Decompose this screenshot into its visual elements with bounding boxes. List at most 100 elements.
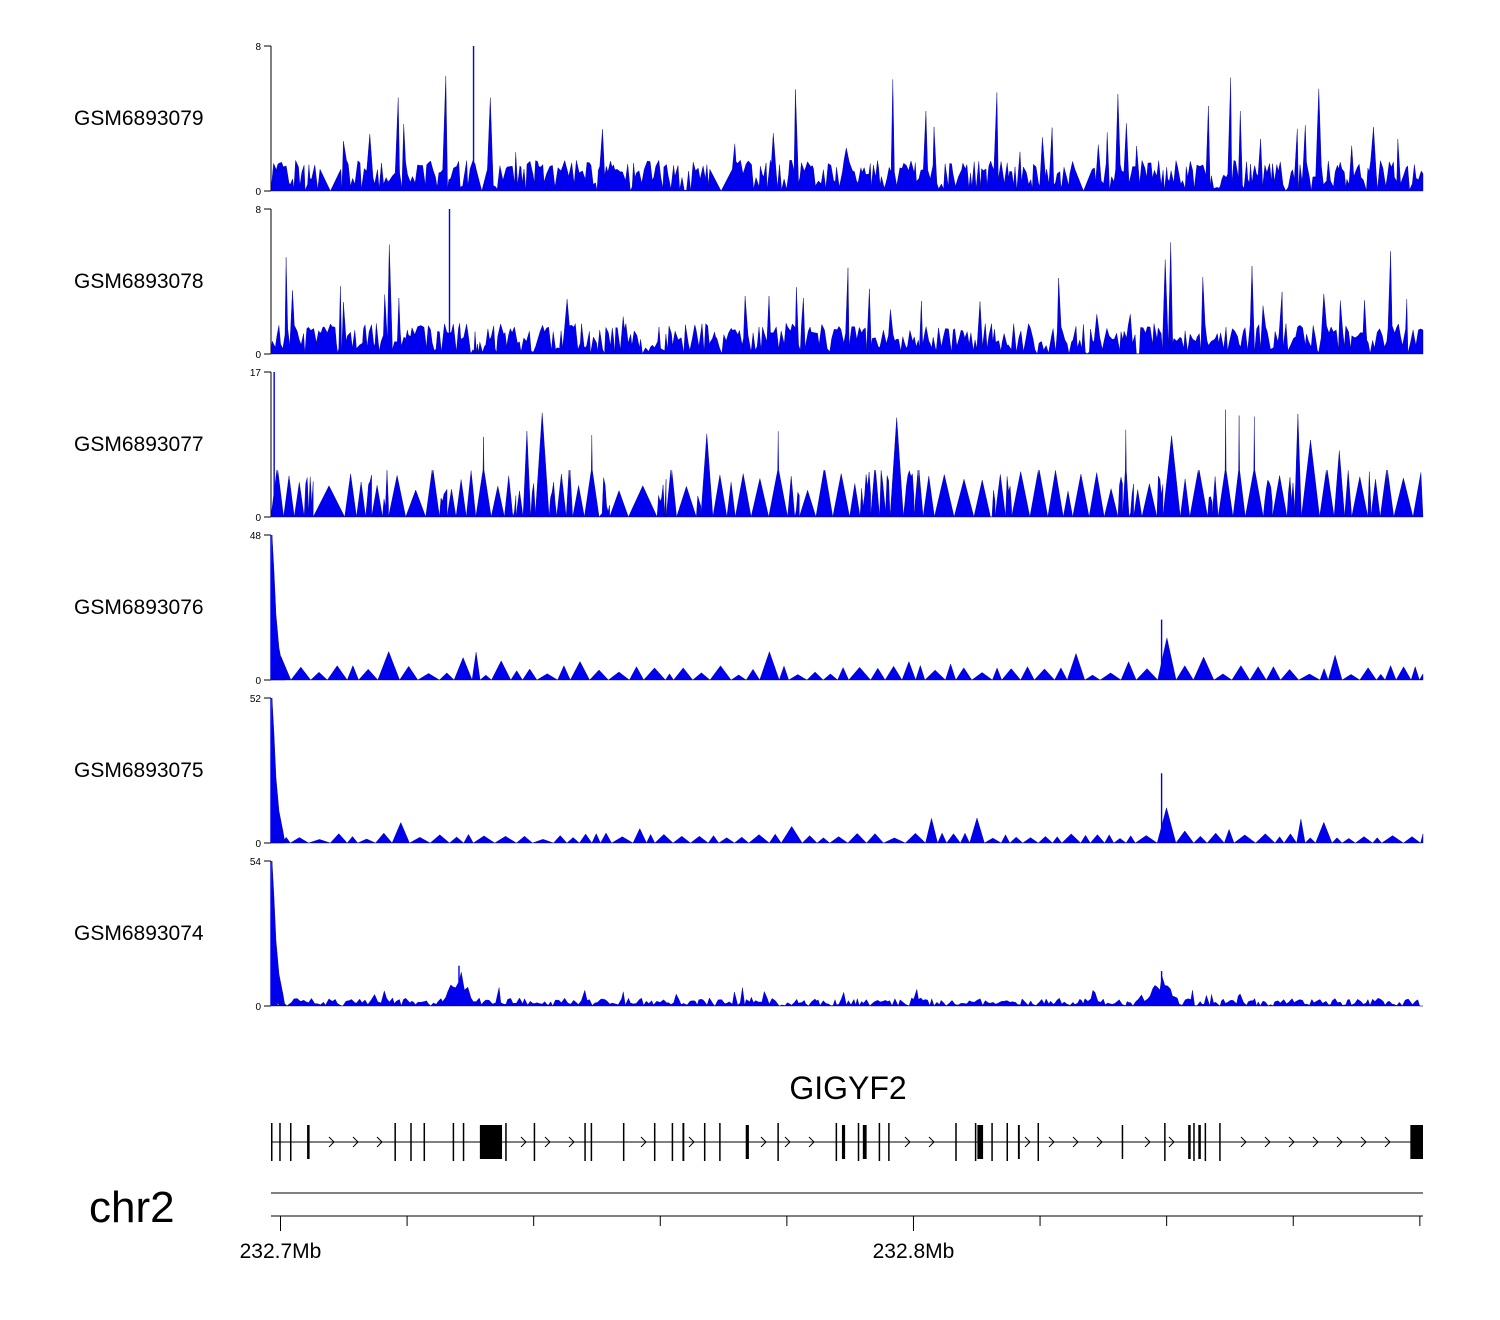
track-GSM6893077: GSM6893077 17 0 [74,368,1424,524]
y-axis-max-label: 52 [250,694,262,705]
genome-tick-label: 232.7Mb [240,1240,322,1263]
coverage-area [270,75,1424,192]
exon-block [533,1123,536,1161]
strand-arrow-icon [760,1136,767,1148]
exon-block [841,1125,846,1159]
track-GSM6893076: GSM6893076 48 0 [74,531,1424,687]
chromosome-label: chr2 [89,1183,175,1232]
exon-block [745,1125,749,1159]
strand-arrow-icon [568,1136,575,1148]
track-label: GSM6893078 [74,270,204,293]
y-axis-min-label: 0 [255,839,261,850]
gene-name-label: GIGYF2 [789,1070,906,1106]
exon-block [279,1123,281,1161]
exon-block [1121,1125,1124,1159]
exon-block [703,1123,706,1161]
coverage-area [270,534,1424,681]
exon-block [1037,1123,1040,1161]
strand-arrow-icon [808,1136,815,1148]
track-GSM6893074: GSM6893074 54 0 [74,857,1423,1013]
y-axis-min-label: 0 [255,676,261,687]
y-axis-max-label: 8 [255,42,261,53]
strand-arrow-icon [1240,1136,1247,1148]
gene-model-track: GIGYF2 [271,1070,1423,1161]
strand-arrow-icon [904,1136,911,1148]
track-label: GSM6893076 [74,596,204,619]
y-axis-min-label: 0 [255,187,261,198]
strand-arrow-icon [1288,1136,1295,1148]
exon-block [974,1123,977,1161]
coverage-area [270,860,1423,1007]
coverage-area [270,697,1424,844]
strand-arrow-icon [688,1136,695,1148]
strand-arrow-icon [1096,1136,1103,1148]
strand-arrow-icon [1072,1136,1079,1148]
strand-arrow-icon [640,1136,647,1148]
exon-block [394,1123,396,1161]
exon-block [307,1125,310,1159]
exon-block [878,1123,881,1161]
exon-block [1006,1123,1009,1161]
exon-block [719,1123,721,1161]
strand-arrow-icon [1264,1136,1271,1148]
y-axis-max-label: 48 [250,531,262,542]
strand-arrow-icon [1024,1136,1031,1148]
y-axis-min-label: 0 [255,1002,261,1013]
exon-block [1017,1125,1020,1159]
strand-arrow-icon [328,1136,335,1148]
strand-arrow-icon [352,1136,359,1148]
strand-arrow-icon [544,1136,551,1148]
strand-arrow-icon [1144,1136,1151,1148]
exon-block [977,1125,984,1159]
y-axis-min-label: 0 [255,513,261,524]
exon-block [1204,1123,1207,1161]
exon-block [862,1125,867,1159]
exon-block [1410,1125,1423,1159]
strand-arrow-icon [1312,1136,1319,1148]
strand-arrow-icon [928,1136,935,1148]
y-axis-max-label: 54 [250,857,262,868]
exon-block [584,1123,586,1161]
exon-block [777,1123,779,1161]
coverage-area [270,409,1424,518]
exon-block [1198,1125,1201,1159]
exon-block [1193,1123,1195,1161]
exon-block [835,1123,838,1161]
exon-block [410,1123,412,1161]
exon-block [653,1123,656,1161]
coverage-tracks: GSM689307980GSM689307880GSM6893077170GSM… [74,42,1424,1013]
strand-arrow-icon [1336,1136,1343,1148]
track-label: GSM6893074 [74,922,204,945]
strand-arrow-icon [520,1136,527,1148]
exon-block [955,1123,957,1161]
genome-tick-label: 232.8Mb [873,1240,955,1263]
genome-axis: chr2 232.7Mb 232.8Mb [89,1183,1423,1263]
exon-block [622,1123,625,1161]
exon-block [590,1123,593,1161]
exon-block [671,1123,674,1161]
strand-arrow-icon [784,1136,791,1148]
exon-block [452,1123,455,1161]
strand-arrow-icon [1048,1136,1055,1148]
exon-block [1164,1123,1166,1161]
exon-block [1188,1125,1191,1159]
y-axis-max-label: 8 [255,205,261,216]
track-label: GSM6893077 [74,433,204,456]
exon-block [1219,1123,1221,1161]
exon-block [682,1123,685,1161]
strand-arrow-icon [376,1136,383,1148]
exon-block [991,1123,993,1161]
strand-arrow-icon [1360,1136,1367,1148]
exon-block [423,1123,426,1161]
exon-block [289,1123,292,1161]
track-GSM6893075: GSM6893075 52 0 [74,694,1424,850]
track-label: GSM6893075 [74,759,204,782]
track-label: GSM6893079 [74,107,204,130]
exon-block [271,1123,273,1161]
y-axis-max-label: 17 [250,368,262,379]
track-GSM6893079: GSM6893079 8 0 [74,42,1424,198]
exon-block [888,1123,890,1161]
exon-block [857,1123,860,1161]
exon-block [462,1123,465,1161]
